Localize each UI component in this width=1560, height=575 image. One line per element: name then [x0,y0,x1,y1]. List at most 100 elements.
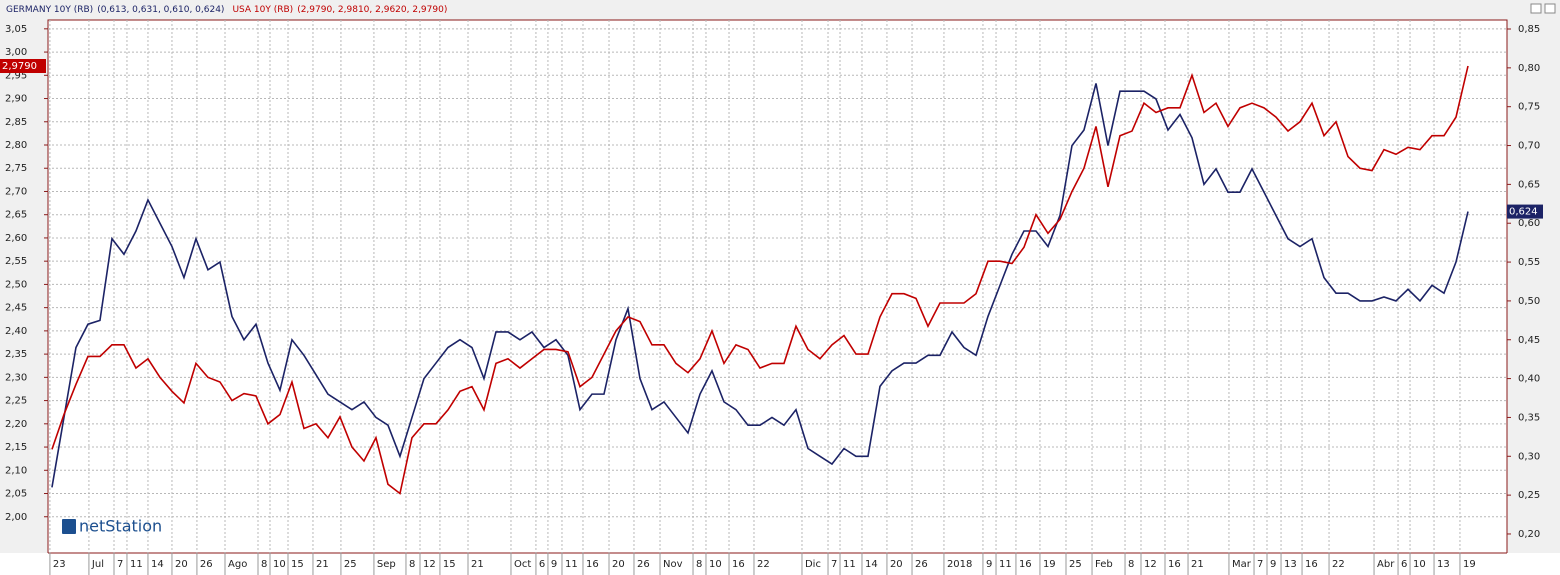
y-tick-label: 2,80 [5,140,27,151]
x-tick-label: 2018 [947,559,972,570]
x-tick-label: 16 [1168,559,1181,570]
y-tick-label: 2,20 [5,419,27,430]
x-tick-label: 20 [890,559,903,570]
y2-tick-label: 0,20 [1518,529,1540,540]
y2-tick-label: 0,60 [1518,218,1540,229]
y-tick-label: 2,50 [5,279,27,290]
y2-tick-label: 0,85 [1518,24,1540,35]
x-tick-label: 14 [865,559,878,570]
x-tick-label: 11 [130,559,143,570]
window-button[interactable] [1544,3,1556,14]
x-axis-band [0,553,1560,575]
x-tick-label: Mar [1232,559,1252,570]
y-tick-label: 2,45 [5,303,27,314]
y-tick-label: 2,05 [5,489,27,500]
x-tick-label: 13 [1284,559,1297,570]
x-tick-label: 14 [151,559,164,570]
y-tick-label: 3,05 [5,24,27,35]
y-tick-label: 2,35 [5,349,27,360]
legend-name: GERMANY 10Y (RB) [6,5,93,15]
series-line [51,83,1469,488]
x-tick-label: Feb [1095,559,1113,570]
x-tick-label: 16 [1019,559,1032,570]
x-tick-label: 9 [986,559,992,570]
x-tick-label: 10 [709,559,722,570]
x-tick-label: 7 [831,559,837,570]
y2-tick-label: 0,70 [1518,141,1540,152]
x-tick-label: 11 [565,559,578,570]
x-tick-label: 16 [586,559,599,570]
brand-logo: netStation [62,517,162,536]
y2-tick-label: 0,50 [1518,296,1540,307]
x-tick-label: 11 [843,559,856,570]
y2-tick-label: 0,25 [1518,490,1540,501]
x-tick-label: 8 [409,559,415,570]
x-tick-label: 15 [443,559,456,570]
x-tick-label: 21 [1191,559,1204,570]
y-tick-label: 2,95 [5,70,27,81]
y-tick-label: 2,25 [5,396,27,407]
x-tick-label: Oct [514,559,531,570]
x-tick-label: 9 [551,559,557,570]
legend-ohlc: (2,9790, 2,9810, 2,9620, 2,9790) [297,5,447,15]
series-line [51,65,1469,495]
x-tick-label: 9 [1270,559,1276,570]
x-tick-label: 26 [637,559,650,570]
window-button[interactable] [1530,3,1542,14]
y2-tick-label: 0,80 [1518,63,1540,74]
y-tick-label: 2,65 [5,210,27,221]
last-value-box [0,59,46,74]
x-tick-label: 21 [471,559,484,570]
y-tick-label: 2,55 [5,256,27,267]
x-tick-label: 8 [261,559,267,570]
y-tick-label: 2,85 [5,117,27,128]
x-tick-label: 10 [1413,559,1426,570]
y2-tick-label: 0,30 [1518,451,1540,462]
y2-tick-label: 0,55 [1518,257,1540,268]
x-tick-label: 6 [1401,559,1407,570]
last-value-box [1507,204,1543,219]
y-tick-label: 2,00 [5,512,27,523]
y2-tick-label: 0,40 [1518,374,1540,385]
x-tick-label: 19 [1043,559,1056,570]
x-tick-label: 25 [344,559,357,570]
x-tick-label: 23 [53,559,66,570]
y-tick-label: 2,10 [5,465,27,476]
x-tick-label: 7 [117,559,123,570]
y-tick-label: 2,30 [5,372,27,383]
x-tick-label: 26 [200,559,213,570]
x-tick-label: 22 [1332,559,1345,570]
x-tick-label: Abr [1377,559,1395,570]
y2-tick-label: 0,65 [1518,179,1540,190]
x-tick-label: 21 [316,559,329,570]
plot-area [47,19,1508,554]
brand-text: netStation [79,517,162,536]
x-tick-label: Nov [663,559,683,570]
x-tick-label: 12 [1144,559,1157,570]
y-tick-label: 2,90 [5,94,27,105]
x-tick-label: 7 [1257,559,1263,570]
x-tick-label: 10 [273,559,286,570]
y2-tick-label: 0,75 [1518,102,1540,113]
y-tick-label: 3,00 [5,47,27,58]
x-tick-label: 22 [757,559,770,570]
y-tick-label: 2,75 [5,163,27,174]
legend: GERMANY 10Y (RB) (0,613, 0,631, 0,610, 0,… [6,5,447,15]
last-value-label: 0,624 [1509,207,1538,218]
legend-name: USA 10Y (RB) [232,5,293,15]
x-tick-label: 19 [1463,559,1476,570]
y-tick-label: 2,40 [5,326,27,337]
x-tick-label: 13 [1437,559,1450,570]
x-tick-label: Jul [91,559,104,570]
x-tick-label: Ago [228,559,247,570]
x-tick-label: 16 [732,559,745,570]
x-tick-label: 15 [291,559,304,570]
x-tick-label: Sep [377,559,396,570]
x-tick-label: 16 [1305,559,1318,570]
x-tick-label: 8 [1128,559,1134,570]
x-tick-label: Dic [805,559,821,570]
x-tick-label: 8 [696,559,702,570]
last-value-label: 2,9790 [2,61,37,72]
legend-ohlc: (0,613, 0,631, 0,610, 0,624) [97,5,224,15]
